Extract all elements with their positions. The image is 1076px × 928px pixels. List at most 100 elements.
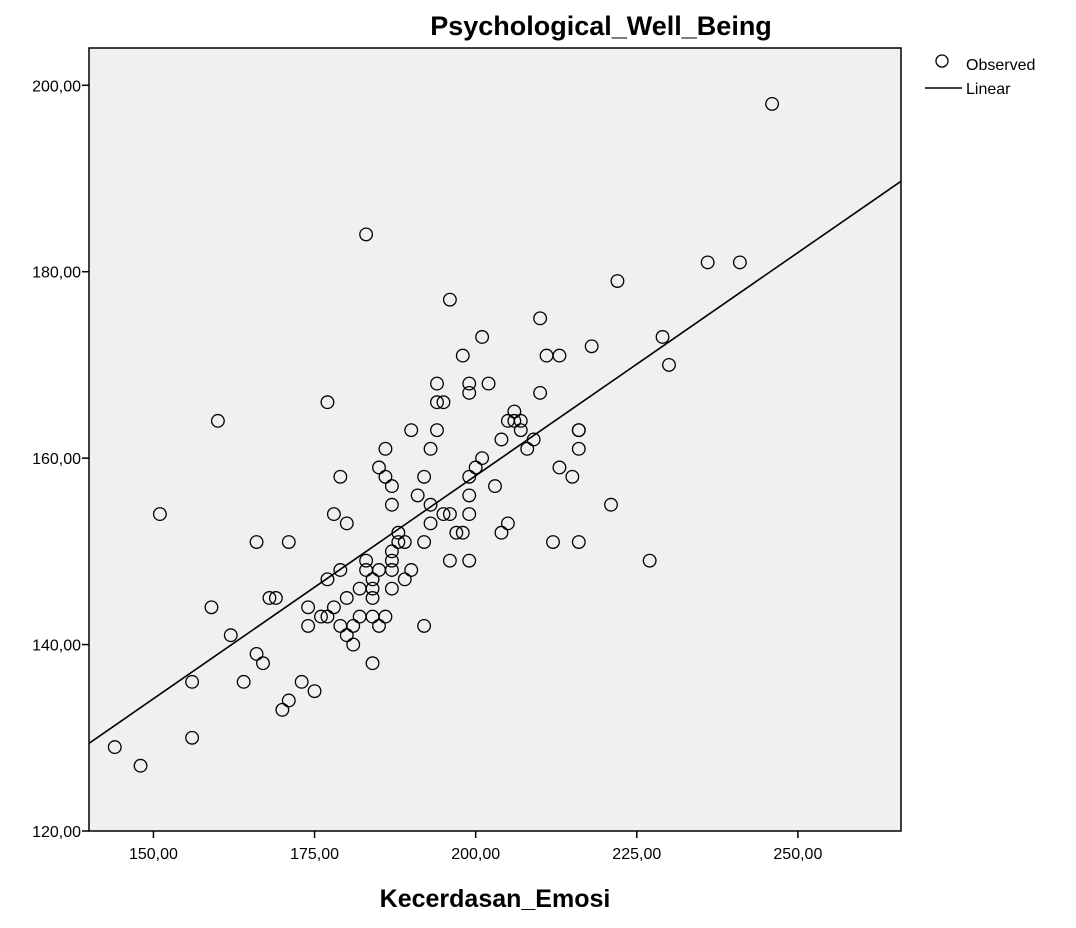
- observed-point: [262, 591, 277, 605]
- observed-point: [571, 535, 586, 549]
- observed-point: [571, 441, 586, 456]
- observed-point: [391, 525, 406, 540]
- observed-point: [281, 535, 296, 549]
- observed-point: [430, 395, 444, 410]
- observed-point: [455, 348, 470, 363]
- observed-point: [281, 693, 296, 708]
- x-tick-label: 175,00: [290, 846, 339, 863]
- observed-point: [372, 460, 386, 475]
- observed-point: [152, 507, 167, 522]
- observed-point: [359, 227, 374, 242]
- observed-point: [301, 600, 316, 615]
- observed-point: [732, 255, 747, 270]
- observed-point: [584, 339, 599, 354]
- observed-point: [662, 357, 676, 372]
- observed-point: [391, 535, 406, 549]
- observed-point: [455, 525, 470, 540]
- observed-point: [442, 507, 457, 522]
- observed-point: [552, 348, 567, 363]
- observed-point: [552, 460, 567, 475]
- observed-point: [481, 376, 496, 391]
- y-tick-label: 120,00: [32, 824, 81, 841]
- observed-point: [404, 423, 419, 438]
- observed-point: [384, 497, 399, 512]
- observed-point: [513, 413, 528, 428]
- observed-point: [346, 618, 361, 633]
- observed-point: [449, 525, 464, 540]
- observed-point: [565, 469, 580, 484]
- observed-point: [462, 553, 477, 568]
- observed-point: [423, 497, 438, 512]
- y-tick-label: 200,00: [32, 78, 81, 95]
- observed-point: [520, 441, 535, 456]
- observed-point: [462, 376, 477, 391]
- observed-point: [410, 488, 425, 503]
- observed-point: [462, 507, 477, 522]
- legend-observed-label: Observed: [966, 57, 1035, 74]
- observed-point: [384, 544, 399, 559]
- observed-point: [404, 563, 419, 577]
- observed-point: [333, 563, 348, 577]
- observed-point: [314, 609, 328, 624]
- observed-point: [513, 423, 528, 438]
- observed-point: [346, 637, 361, 652]
- legend-linear-label: Linear: [966, 81, 1011, 98]
- legend: Observed Linear: [925, 54, 1035, 98]
- observed-point: [223, 628, 238, 643]
- observed-point: [533, 385, 548, 400]
- observed-point: [417, 535, 432, 549]
- observed-point: [320, 572, 335, 587]
- observed-point: [546, 535, 560, 549]
- observed-point: [384, 563, 399, 577]
- observed-point: [365, 591, 380, 605]
- observed-point: [436, 395, 451, 410]
- observed-point: [442, 553, 457, 568]
- observed-point: [326, 600, 341, 615]
- x-tick-label: 150,00: [129, 846, 178, 863]
- observed-point: [275, 702, 290, 717]
- observed-point: [494, 525, 509, 540]
- observed-point: [378, 441, 393, 456]
- linear-fit-line: [89, 180, 901, 744]
- observed-point: [475, 451, 490, 466]
- observed-point: [423, 516, 438, 531]
- observed-point: [494, 432, 509, 447]
- observed-point: [604, 497, 618, 512]
- observed-point: [256, 656, 270, 671]
- observed-point: [442, 292, 457, 307]
- observed-point: [610, 274, 625, 288]
- observed-point: [417, 469, 432, 484]
- observed-point: [326, 507, 341, 522]
- observed-point: [307, 684, 322, 699]
- observed-point: [365, 572, 380, 587]
- observed-point: [468, 460, 483, 475]
- observed-point: [339, 516, 354, 531]
- observed-point: [397, 535, 412, 549]
- observed-point: [571, 423, 586, 438]
- x-tick-label: 250,00: [773, 846, 822, 863]
- observed-point: [397, 572, 412, 587]
- observed-point: [249, 535, 264, 549]
- observed-point: [107, 740, 122, 755]
- observed-point: [507, 404, 522, 419]
- observed-point: [378, 469, 393, 484]
- observed-point: [430, 423, 444, 438]
- observed-point: [372, 618, 386, 633]
- observed-point: [320, 609, 335, 624]
- observed-point: [333, 469, 348, 484]
- observed-point: [436, 507, 451, 522]
- observed-point: [204, 600, 219, 615]
- observed-point: [359, 553, 374, 568]
- observed-point: [339, 591, 354, 605]
- chart-title: Psychological_Well_Being: [430, 11, 772, 41]
- observed-point: [417, 618, 432, 633]
- observed-point: [462, 469, 477, 484]
- observed-point: [462, 385, 477, 400]
- observed-point: [384, 553, 399, 568]
- observed-point: [301, 618, 316, 633]
- observed-point: [430, 376, 444, 391]
- observed-point: [268, 591, 283, 605]
- observed-point: [423, 441, 438, 456]
